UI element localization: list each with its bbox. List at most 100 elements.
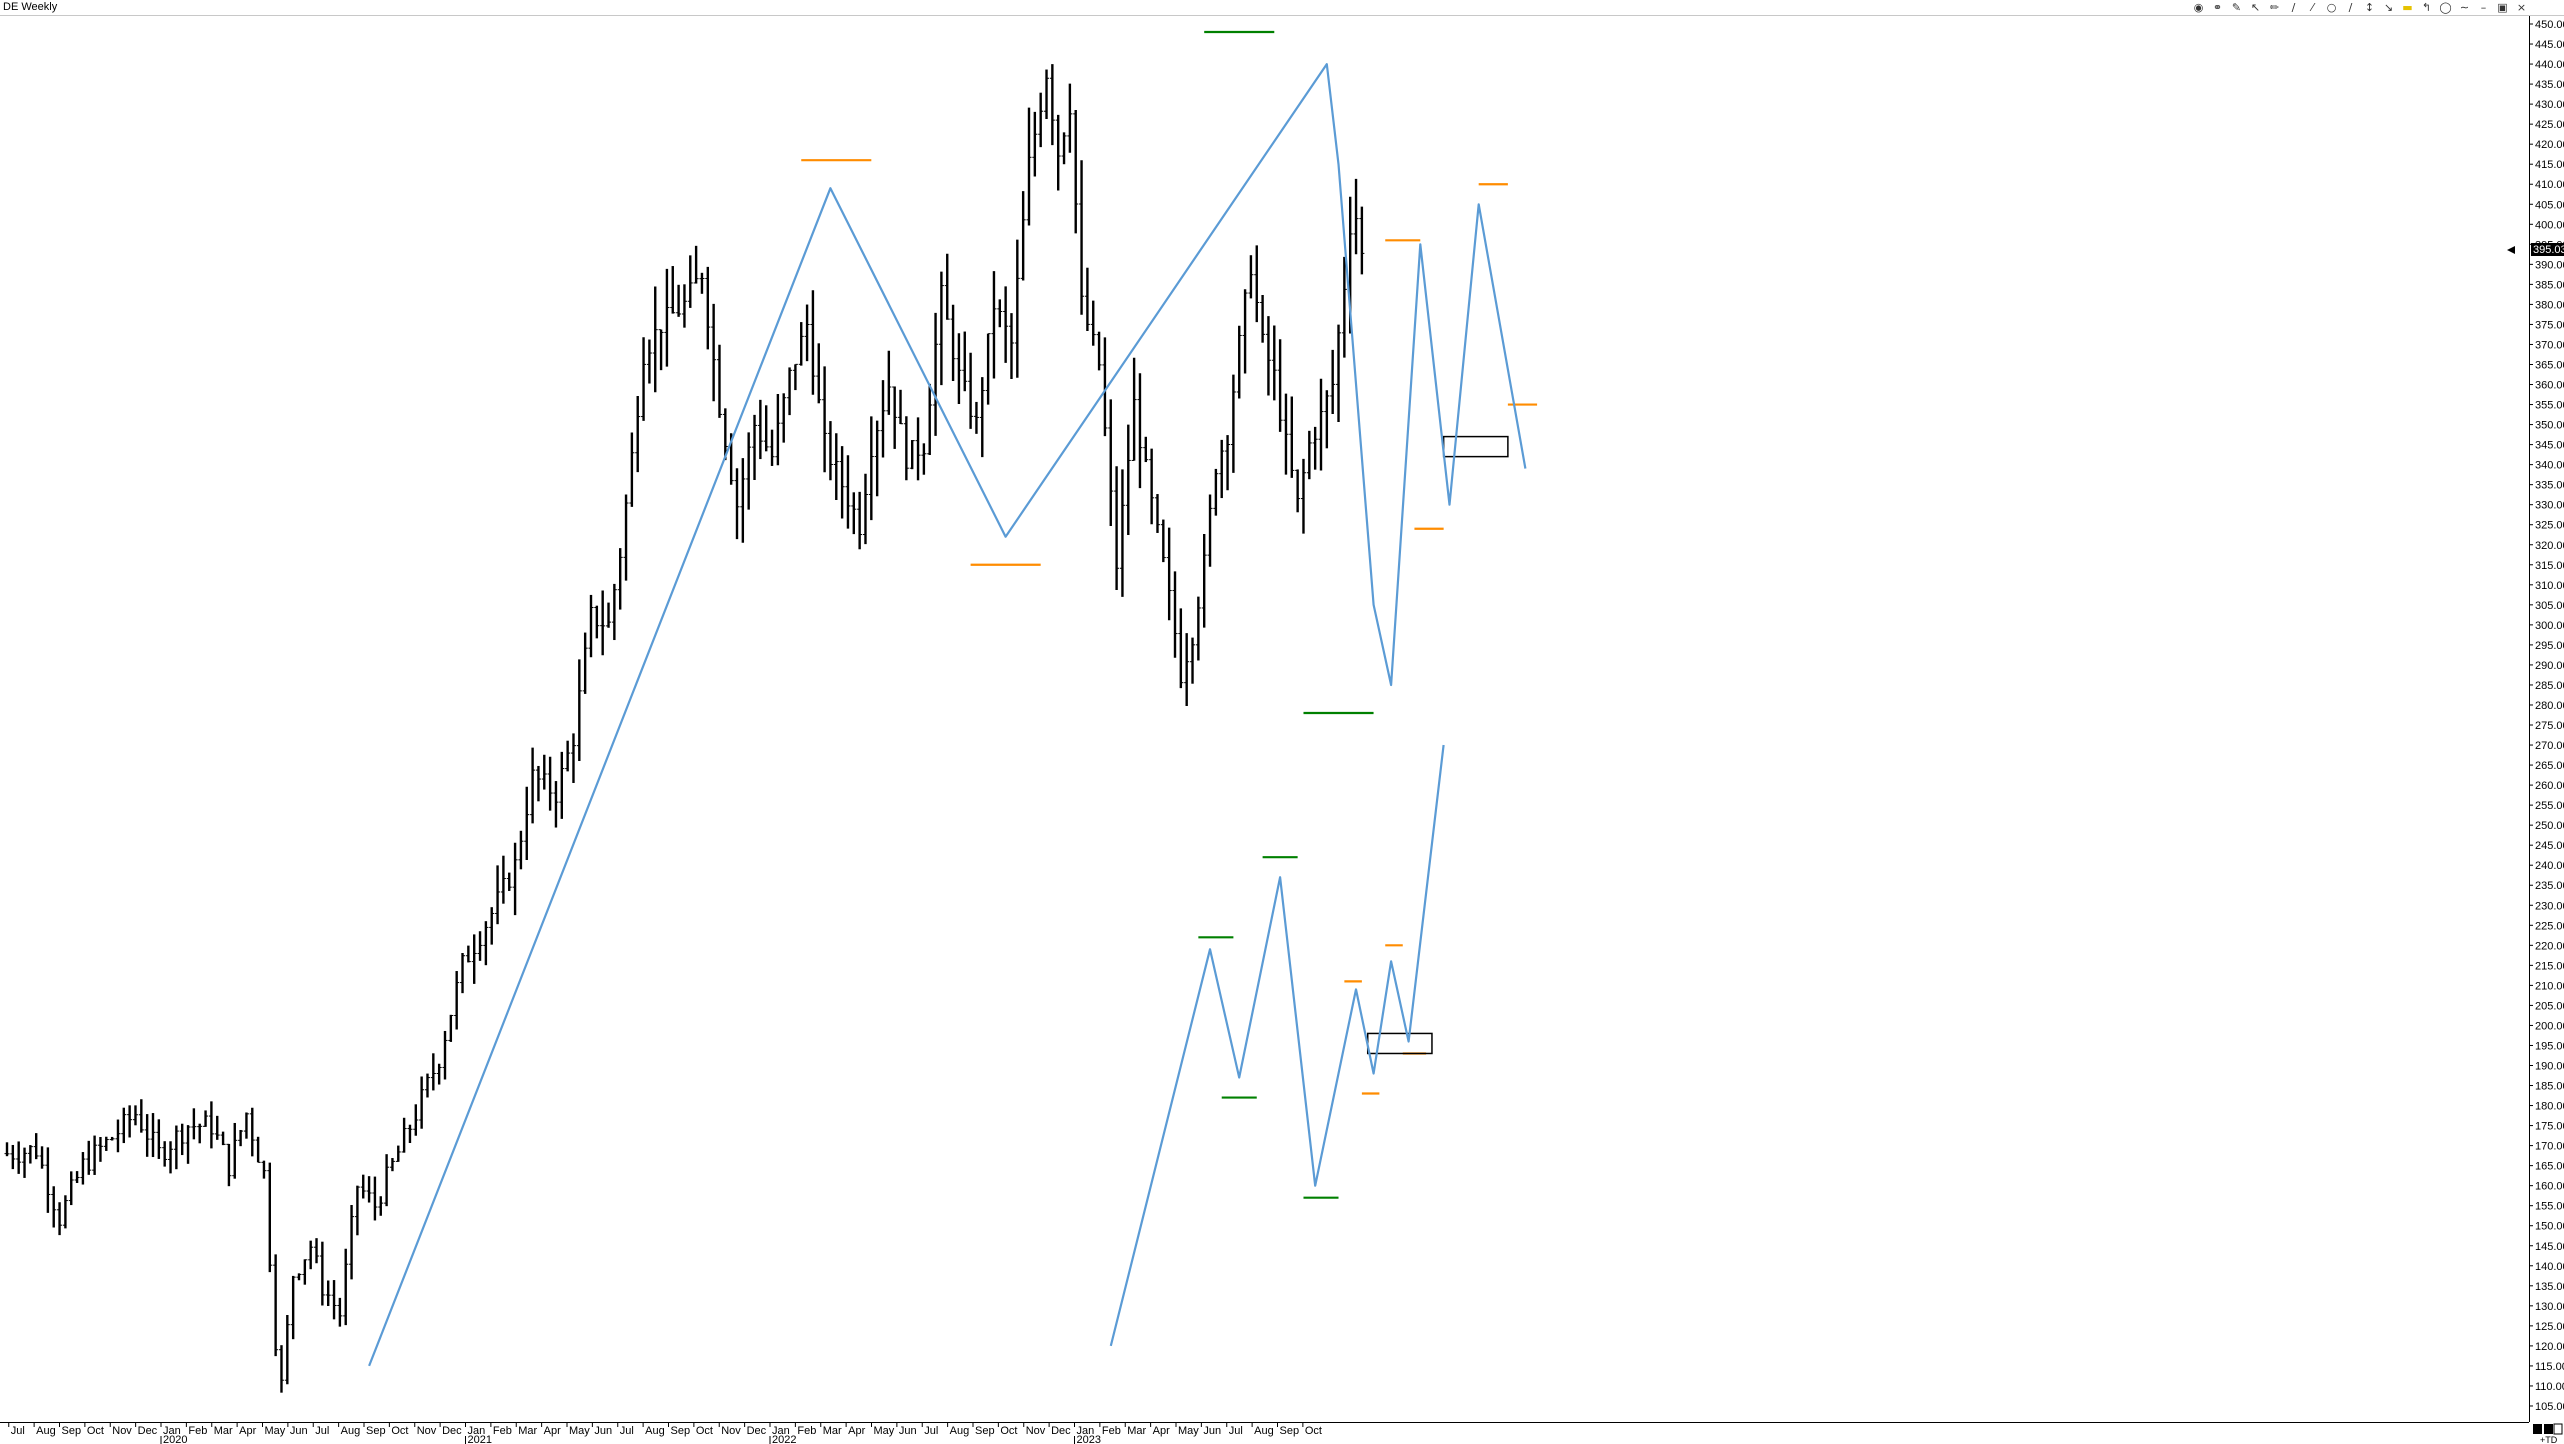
- x-tick-label: Jun: [290, 1425, 308, 1437]
- corner-label: +TD: [2540, 1435, 2558, 1444]
- y-tick-label: 350.00: [2535, 420, 2564, 432]
- chart-toolbar: ◉ ⚭ ✎ ↖ ✏ ∕ ⁄ ○ ∕ ↕ ↘ ▬ ↰ ◯ ∼ – ▣ ×: [2192, 1, 2528, 14]
- close-icon[interactable]: ×: [2516, 1, 2527, 14]
- y-tick-label: 190.00: [2535, 1060, 2564, 1072]
- x-tick-label: Jul: [11, 1425, 25, 1437]
- y-tick-label: 245.00: [2535, 840, 2564, 852]
- y-tick-label: 400.00: [2535, 219, 2564, 231]
- last-price-marker: 395.03: [2507, 243, 2564, 256]
- y-tick-label: 280.00: [2535, 700, 2564, 712]
- y-tick-label: 440.00: [2535, 59, 2564, 71]
- corner-controls[interactable]: +TD: [2533, 1423, 2563, 1444]
- circle-icon[interactable]: ○: [2326, 1, 2337, 14]
- y-tick-label: 290.00: [2535, 660, 2564, 672]
- x-tick-label: Feb: [1102, 1425, 1121, 1437]
- x-tick-label: Oct: [1000, 1425, 1017, 1437]
- x-tick-label: Dec: [442, 1425, 462, 1437]
- x-tick-label: Apr: [1153, 1425, 1170, 1437]
- corner-resize-icon[interactable]: [2553, 1423, 2563, 1435]
- last-price-arrow-icon: [2507, 246, 2515, 254]
- y-tick-label: 305.00: [2535, 600, 2564, 612]
- year-label: 2021: [467, 1434, 491, 1444]
- y-tick-label: 450.00: [2535, 19, 2564, 31]
- x-tick-label: Feb: [797, 1425, 816, 1437]
- y-tick-label: 200.00: [2535, 1020, 2564, 1032]
- y-tick-label: 320.00: [2535, 540, 2564, 552]
- y-tick-label: 315.00: [2535, 560, 2564, 572]
- chart-titlebar: DE Weekly ◉ ⚭ ✎ ↖ ✏ ∕ ⁄ ○ ∕ ↕ ↘ ▬ ↰ ◯ ∼ …: [0, 0, 2564, 16]
- ray-line-icon[interactable]: ↘: [2383, 1, 2394, 14]
- y-tick-label: 385.00: [2535, 279, 2564, 291]
- price-axis[interactable]: 105.00 110.00 115.00 120.00 125.00 130.00 135.…: [2529, 19, 2564, 1413]
- x-tick-label: May: [873, 1425, 894, 1437]
- x-tick-label: Dec: [747, 1425, 767, 1437]
- x-tick-label: May: [569, 1425, 590, 1437]
- cursor-icon[interactable]: ↖: [2250, 1, 2261, 14]
- x-tick-label: Feb: [188, 1425, 207, 1437]
- y-tick-label: 390.00: [2535, 259, 2564, 271]
- chart-title: DE Weekly: [3, 1, 58, 13]
- x-tick-label: Sep: [366, 1425, 386, 1437]
- pencil-icon[interactable]: ✏: [2269, 1, 2280, 14]
- y-tick-label: 425.00: [2535, 119, 2564, 131]
- x-tick-label: Oct: [391, 1425, 408, 1437]
- x-tick-label: Nov: [1026, 1425, 1046, 1437]
- channel-icon[interactable]: ⁄: [2311, 1, 2314, 14]
- x-tick-label: Jul: [1229, 1425, 1243, 1437]
- x-tick-label: Aug: [36, 1425, 56, 1437]
- scale-icon[interactable]: ↕: [2364, 1, 2375, 14]
- draw-icon[interactable]: ✎: [2231, 1, 2242, 14]
- corner-scroll-right-icon[interactable]: [2544, 1424, 2553, 1434]
- globe-icon[interactable]: ⚭: [2212, 1, 2223, 14]
- y-tick-label: 215.00: [2535, 960, 2564, 972]
- restore-icon[interactable]: ▣: [2497, 1, 2508, 14]
- y-tick-label: 235.00: [2535, 880, 2564, 892]
- y-tick-label: 210.00: [2535, 980, 2564, 992]
- lock-icon[interactable]: ◯: [2439, 1, 2452, 14]
- channel-lines-icon[interactable]: ∕: [2348, 1, 2353, 14]
- y-tick-label: 275.00: [2535, 720, 2564, 732]
- y-tick-label: 140.00: [2535, 1261, 2564, 1273]
- minimize-icon[interactable]: –: [2480, 1, 2487, 14]
- y-tick-label: 160.00: [2535, 1181, 2564, 1193]
- y-tick-label: 185.00: [2535, 1081, 2564, 1093]
- lower-projection-line[interactable]: [1109, 744, 1445, 1347]
- corner-scroll-left-icon[interactable]: [2533, 1424, 2542, 1434]
- x-tick-label: Sep: [670, 1425, 690, 1437]
- x-tick-label: Nov: [417, 1425, 437, 1437]
- y-tick-label: 130.00: [2535, 1301, 2564, 1313]
- trend-icon[interactable]: ∼: [2459, 1, 2470, 14]
- upper-projection-line[interactable]: [368, 62, 1527, 1367]
- y-tick-label: 325.00: [2535, 520, 2564, 532]
- x-tick-label: Jun: [1203, 1425, 1221, 1437]
- y-tick-label: 380.00: [2535, 299, 2564, 311]
- y-tick-label: 105.00: [2535, 1401, 2564, 1413]
- year-label: 2022: [772, 1434, 796, 1444]
- y-tick-label: 415.00: [2535, 159, 2564, 171]
- x-tick-label: Apr: [239, 1425, 256, 1437]
- x-tick-label: May: [265, 1425, 286, 1437]
- palette-icon[interactable]: ◉: [2193, 1, 2204, 14]
- y-tick-label: 115.00: [2535, 1361, 2564, 1373]
- y-tick-label: 170.00: [2535, 1141, 2564, 1153]
- projection-lines: [368, 62, 1527, 1367]
- y-tick-label: 375.00: [2535, 319, 2564, 331]
- x-tick-label: Jun: [594, 1425, 612, 1437]
- y-tick-label: 405.00: [2535, 199, 2564, 211]
- y-tick-label: 340.00: [2535, 460, 2564, 472]
- y-tick-label: 365.00: [2535, 359, 2564, 371]
- x-tick-label: Jan: [467, 1425, 485, 1437]
- x-tick-label: Jan: [1076, 1425, 1094, 1437]
- y-tick-label: 355.00: [2535, 400, 2564, 412]
- x-tick-label: Nov: [721, 1425, 741, 1437]
- x-tick-label: Aug: [645, 1425, 665, 1437]
- y-tick-label: 155.00: [2535, 1201, 2564, 1213]
- fan-lines-icon[interactable]: ∕: [2291, 1, 2296, 14]
- y-tick-label: 270.00: [2535, 740, 2564, 752]
- highlighter-icon[interactable]: ▬: [2402, 1, 2413, 14]
- y-tick-label: 120.00: [2535, 1341, 2564, 1353]
- fork-icon[interactable]: ↰: [2421, 1, 2432, 14]
